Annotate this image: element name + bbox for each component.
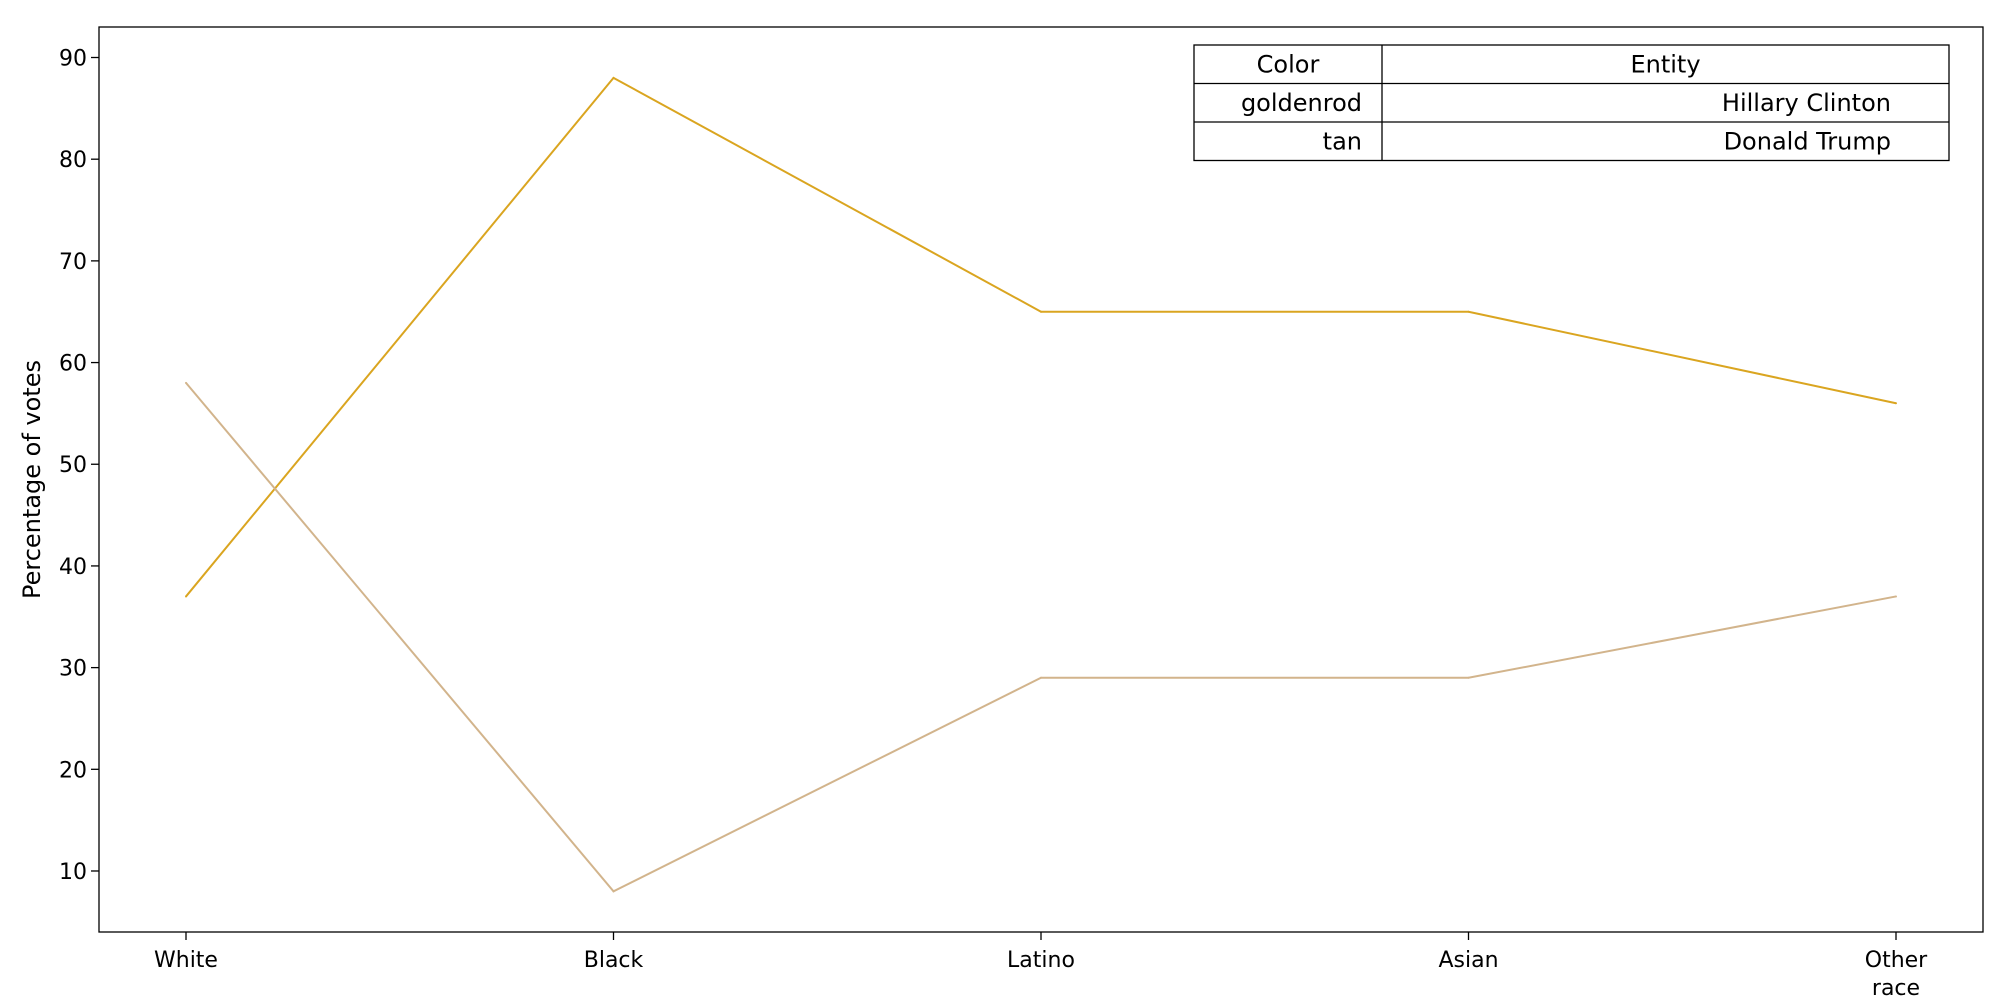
x-tick-label-line: White (154, 948, 218, 973)
y-tick-label: 30 (59, 657, 87, 682)
data-point (1467, 676, 1470, 679)
x-axis: White Black Latino Asian Other race (154, 932, 1928, 1000)
data-point (185, 381, 187, 384)
y-tick-label: 10 (59, 860, 87, 885)
plot-frame (98, 26, 1984, 933)
legend-header-entity: Entity (1630, 50, 1700, 78)
data-point (185, 595, 187, 598)
series-line-donald-trump (185, 382, 1897, 893)
y-tick-label: 50 (59, 453, 87, 478)
legend-header-color: Color (1257, 50, 1320, 78)
data-point (1040, 310, 1042, 313)
legend-entity-name: Hillary Clinton (1722, 89, 1891, 117)
data-point (612, 76, 615, 79)
y-tick-label: 40 (59, 555, 87, 580)
y-axis-title: Percentage of votes (18, 360, 46, 599)
y-tick-label: 60 (59, 352, 87, 377)
legend-color-name: tan (1323, 127, 1362, 155)
data-point (1040, 676, 1042, 679)
x-tick-label-line: Black (584, 948, 644, 973)
x-tick-label-line: Latino (1007, 948, 1075, 973)
data-point (1467, 310, 1470, 313)
y-tick-label: 20 (59, 758, 87, 783)
legend-entity-name: Donald Trump (1724, 127, 1891, 155)
data-point (612, 890, 615, 893)
legend-table: Color Entity goldenrod Hillary Clinton tan Do… (1193, 44, 1950, 162)
y-axis: 10 20 30 40 50 60 70 80 90 (59, 47, 99, 885)
x-tick-label: Asian (1438, 948, 1498, 973)
y-tick-label: 90 (59, 47, 87, 72)
y-tick-label: 70 (59, 250, 87, 275)
plot-area (98, 26, 1984, 933)
x-tick-label: Black (584, 948, 644, 973)
series-layer (185, 76, 1897, 893)
y-tick-label: 80 (59, 148, 87, 173)
legend-table-border (1193, 44, 1950, 162)
x-tick-label: Latino (1007, 948, 1075, 973)
x-tick-label-line: Asian (1438, 948, 1498, 973)
legend-color-name: goldenrod (1241, 89, 1362, 117)
x-tick-label: Other race (1865, 948, 1928, 1000)
data-point (1895, 402, 1897, 405)
x-tick-label: White (154, 948, 218, 973)
x-tick-label-line: race (1872, 976, 1920, 1000)
data-point (1895, 595, 1897, 598)
x-tick-label-line: Other (1865, 948, 1928, 973)
